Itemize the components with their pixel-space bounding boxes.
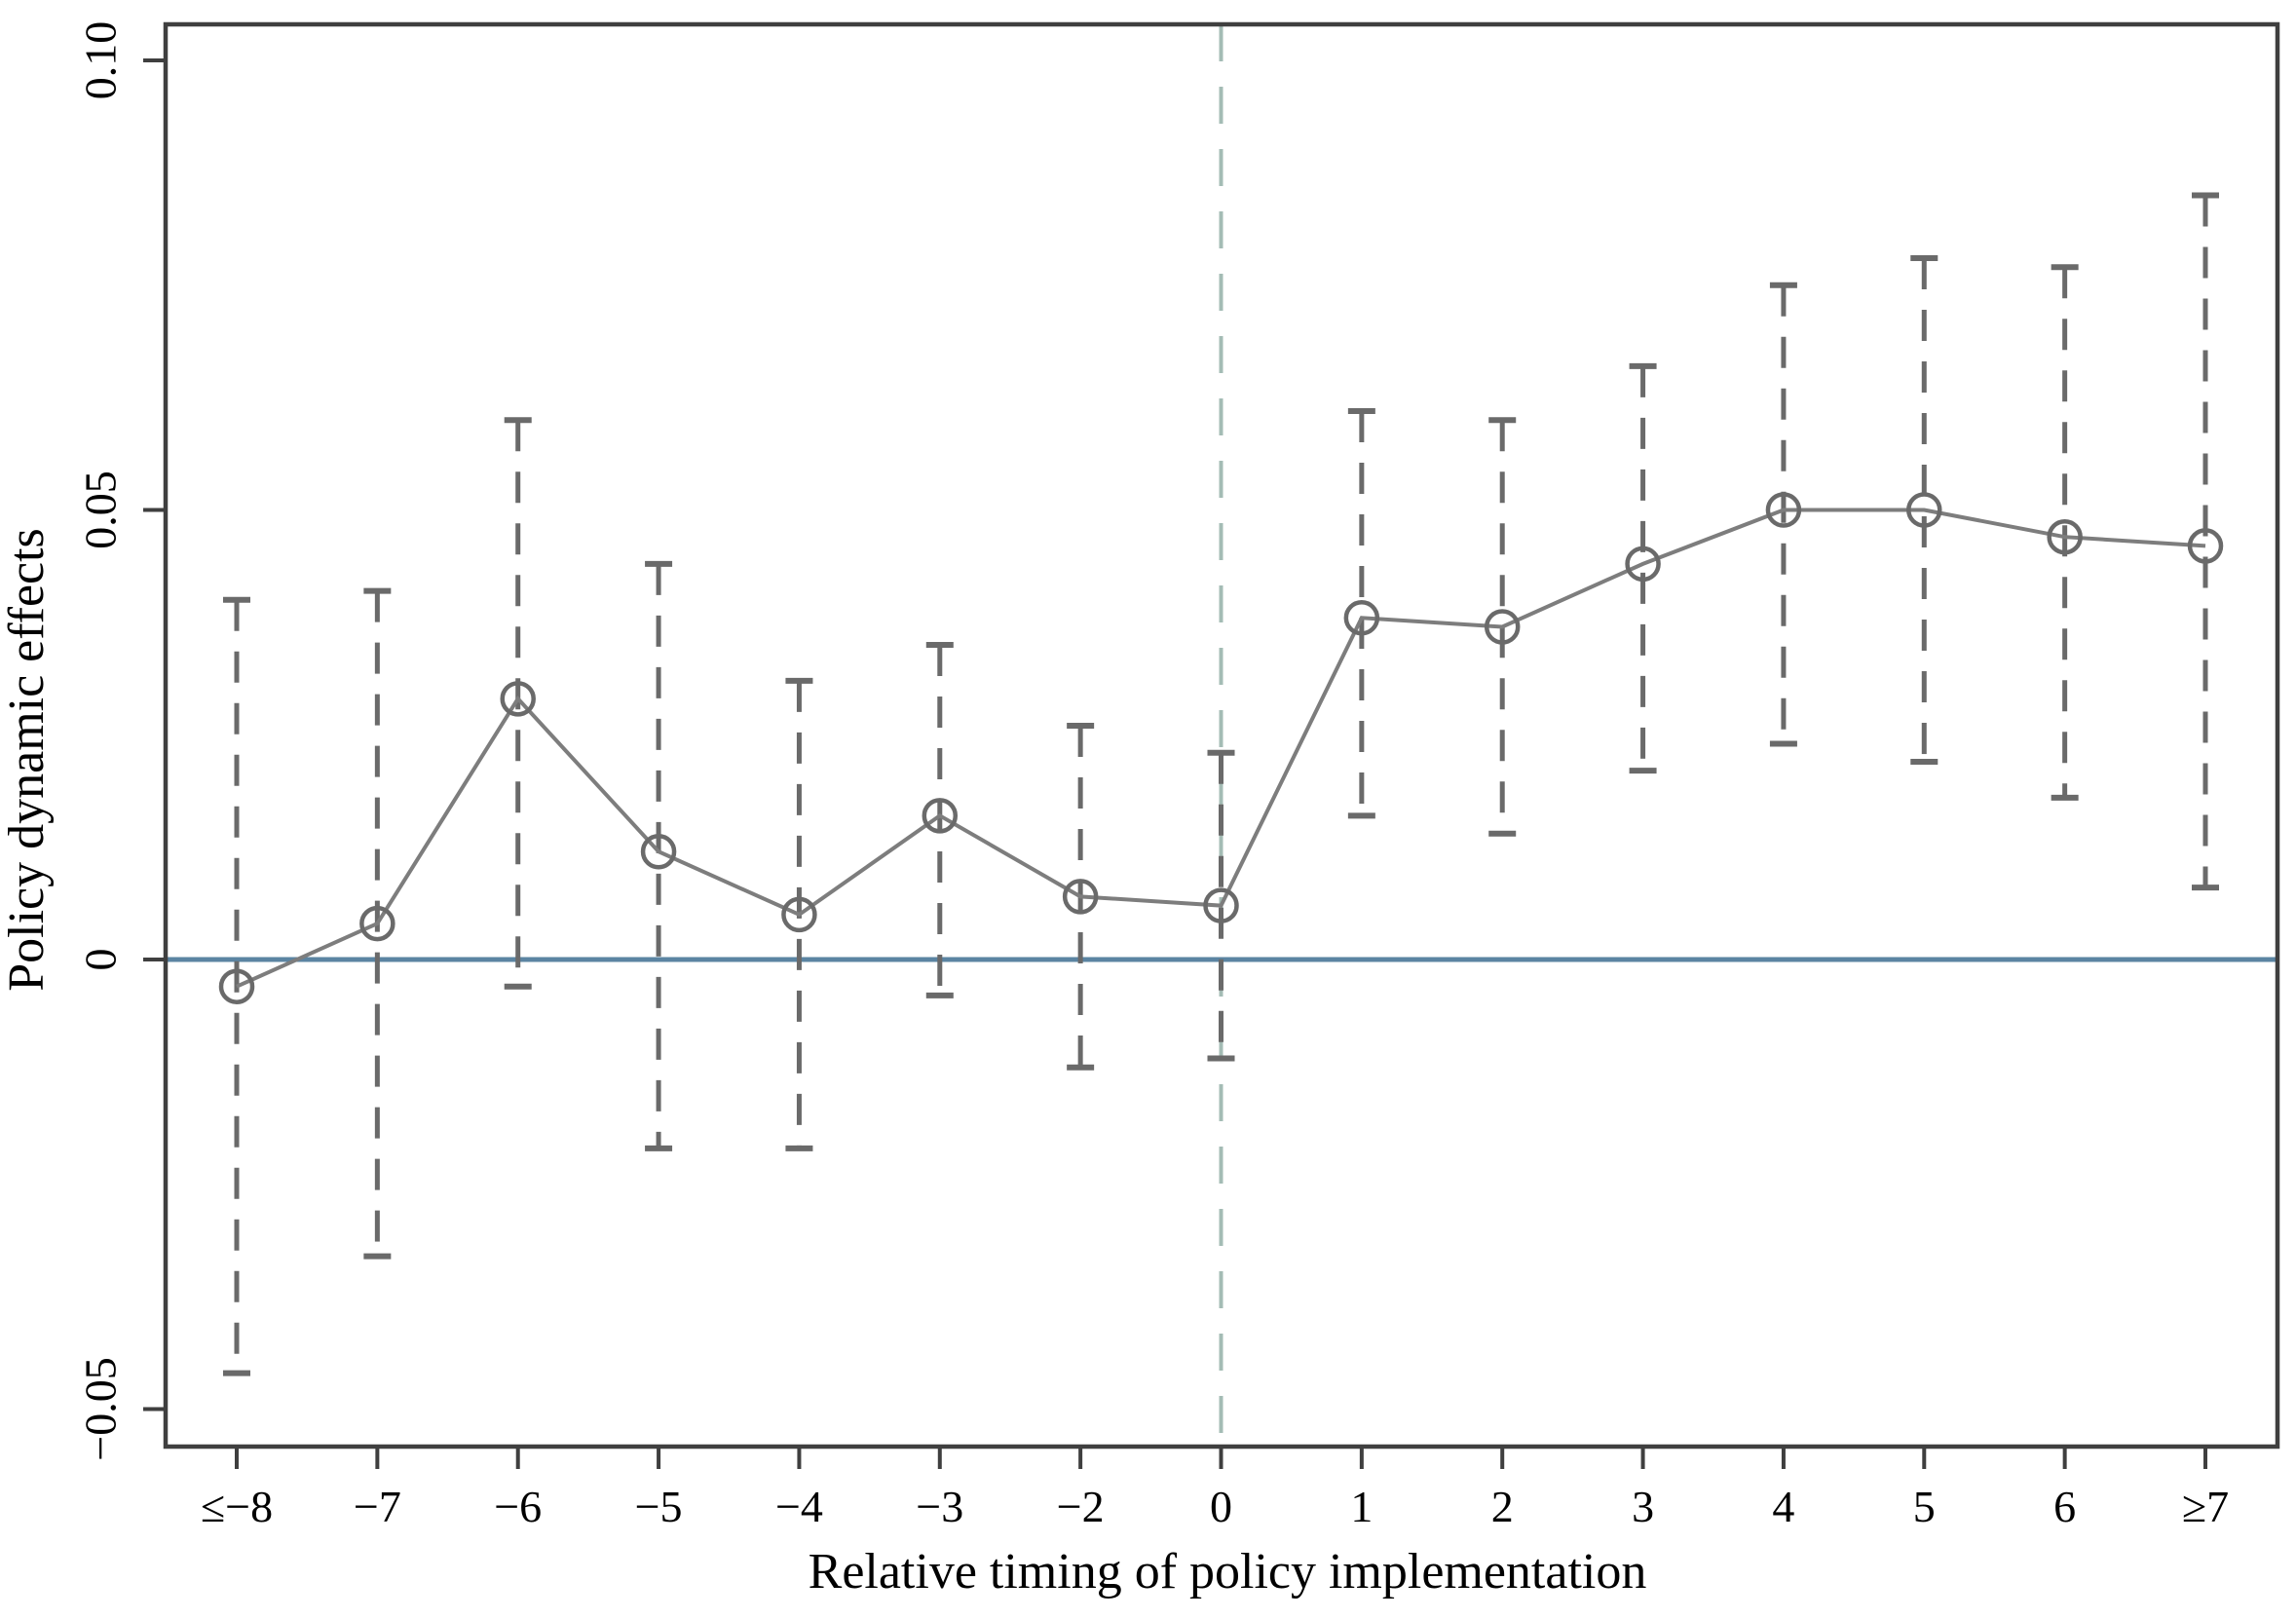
estimate-point (218, 968, 255, 1004)
x-tick-label: −3 (916, 1482, 963, 1531)
y-tick-label: 0.10 (76, 21, 126, 100)
estimate-point (1484, 609, 1521, 645)
estimate-line (236, 508, 2206, 989)
x-tick-label: 0 (1210, 1482, 1232, 1531)
x-tick-label: 6 (2053, 1482, 2076, 1531)
x-tick-label: −6 (494, 1482, 542, 1531)
estimate-point (640, 833, 677, 870)
x-tick-label: 3 (1632, 1482, 1654, 1531)
x-tick-label: −2 (1057, 1482, 1105, 1531)
estimate-point (359, 905, 395, 942)
y-tick-label: 0 (76, 949, 126, 971)
x-tick-label: 5 (1913, 1482, 1936, 1531)
x-tick-label: 1 (1350, 1482, 1373, 1531)
x-tick-label: 2 (1491, 1482, 1514, 1531)
estimate-point (1062, 879, 1099, 915)
y-axis-title: Policy dynamic effects (0, 528, 55, 992)
estimate-point (1343, 600, 1380, 636)
y-tick-label: −0.05 (76, 1357, 126, 1460)
x-tick-label: ≤−8 (201, 1482, 273, 1531)
estimate-point (500, 681, 536, 717)
x-axis-title: Relative timing of policy implementation (809, 1544, 1647, 1600)
estimate-point (2047, 518, 2083, 555)
y-tick-label: 0.05 (76, 471, 126, 549)
x-tick-label: −4 (775, 1482, 823, 1531)
estimate-point (922, 798, 959, 834)
estimate-point (2187, 528, 2224, 564)
estimate-point (1625, 546, 1661, 583)
x-tick-label: ≥7 (2182, 1482, 2229, 1531)
x-tick-label: −5 (635, 1482, 683, 1531)
estimate-point (1906, 492, 1942, 528)
estimate-point (1203, 887, 1239, 923)
x-tick-label: −7 (354, 1482, 401, 1531)
estimate-point (781, 896, 817, 933)
estimate-point (1765, 492, 1802, 528)
x-tick-label: 4 (1772, 1482, 1794, 1531)
